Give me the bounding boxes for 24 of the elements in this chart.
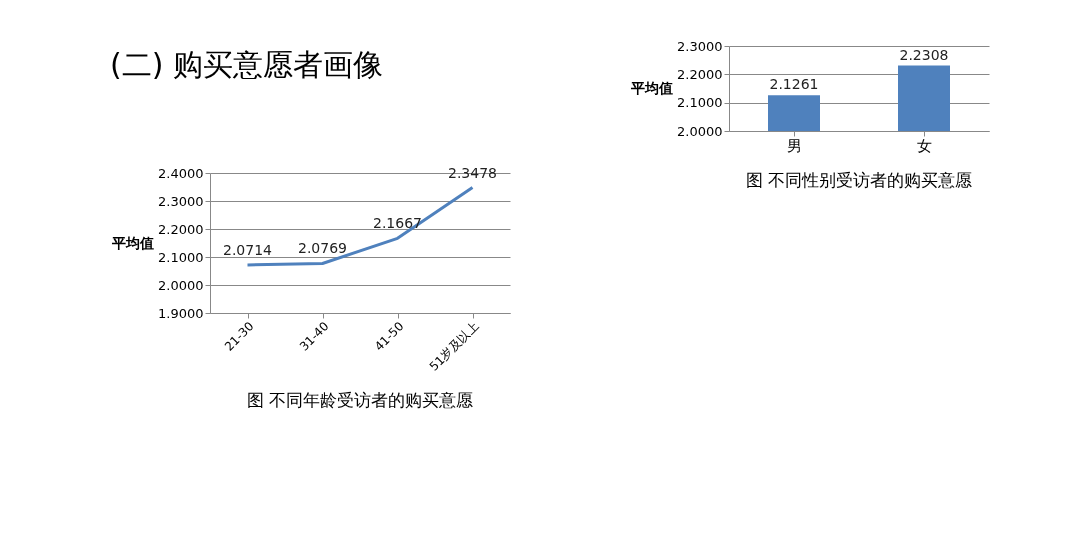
y-tick-label: 2.1000	[677, 95, 723, 111]
y-axis-title: 平均值	[630, 80, 674, 96]
y-tick-label: 2.0000	[677, 123, 723, 139]
y-tick-label: 2.3000	[158, 193, 204, 209]
y-tick-label: 2.0000	[158, 277, 204, 293]
text: 2.2308	[899, 46, 949, 63]
text: 2.0769	[298, 240, 347, 257]
text: 2.3478	[448, 164, 497, 181]
text: (二) 购买意愿者画像	[110, 47, 383, 82]
text: 图 不同性别受访者的购买意愿	[745, 170, 973, 190]
text: 2.1261	[769, 76, 819, 93]
y-axis-title: 平均值	[111, 234, 155, 251]
text: 2.1667	[373, 215, 422, 232]
x-tick-label: 51岁及以上	[426, 319, 482, 374]
text: 2.0714	[223, 242, 272, 259]
x-tick-label: 男	[786, 136, 802, 155]
y-tick-label: 2.2000	[158, 221, 204, 237]
y-tick-label: 1.9000	[158, 305, 204, 321]
y-tick-label: 2.1000	[158, 249, 204, 265]
text: 图 不同年龄受访者的购买意愿	[246, 389, 474, 410]
y-tick-label: 2.2000	[677, 66, 723, 82]
y-tick-label: 2.3000	[677, 38, 723, 54]
x-tick-label: 女	[916, 136, 932, 155]
y-tick-label: 2.4000	[158, 165, 204, 181]
